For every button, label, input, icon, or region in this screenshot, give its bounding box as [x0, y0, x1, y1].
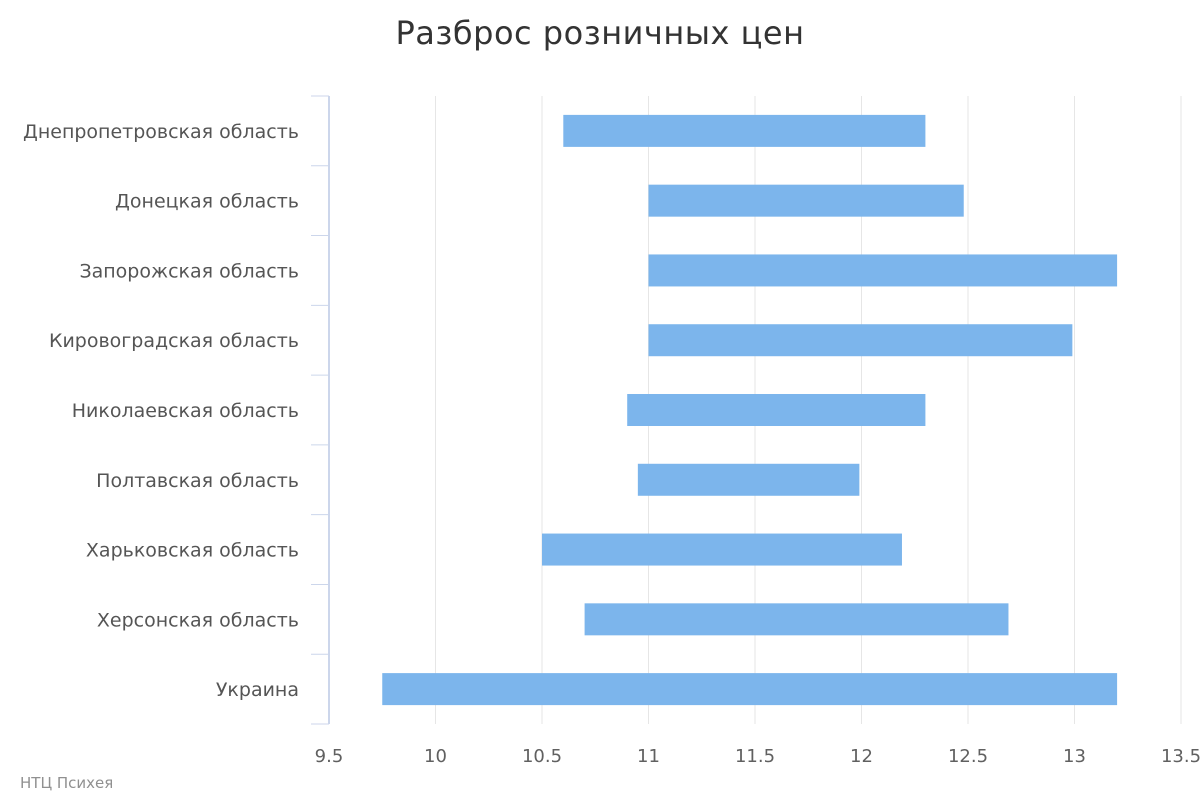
- range-bar[interactable]: [637, 463, 860, 496]
- range-bar[interactable]: [627, 394, 926, 426]
- range-bar[interactable]: [648, 324, 1073, 357]
- x-tick-label: 12.5: [948, 746, 988, 767]
- range-bar[interactable]: [648, 184, 964, 217]
- category-labels: Днепропетровская область Донецкая область…: [23, 121, 299, 701]
- bars: [382, 114, 1118, 706]
- range-bar[interactable]: [563, 114, 926, 147]
- category-axis: [311, 95, 330, 725]
- x-tick-label: 11: [637, 746, 660, 767]
- category-label: Запорожская область: [79, 260, 299, 282]
- x-tick-label: 13: [1063, 746, 1086, 767]
- category-label: Полтавская область: [96, 470, 299, 492]
- range-bar[interactable]: [584, 603, 1009, 636]
- x-tick-label: 10: [424, 746, 447, 767]
- category-label: Харьковская область: [86, 540, 299, 562]
- range-bar[interactable]: [648, 254, 1118, 287]
- chart-title: Разброс розничных цен: [395, 14, 805, 52]
- category-label: Николаевская область: [72, 400, 299, 422]
- category-label: Днепропетровская область: [23, 121, 299, 143]
- x-tick-label: 12: [850, 746, 873, 767]
- credits[interactable]: НТЦ Психея: [20, 774, 114, 792]
- value-axis-labels: 9.5 10 10.5 11 11.5 12 12.5 13 13.5: [315, 746, 1200, 767]
- x-tick-label: 13.5: [1161, 746, 1200, 767]
- x-tick-label: 11.5: [735, 746, 775, 767]
- x-tick-label: 10.5: [522, 746, 562, 767]
- category-label: Донецкая область: [115, 191, 299, 213]
- category-label: Кировоградская область: [49, 330, 299, 352]
- range-bar[interactable]: [542, 533, 902, 566]
- x-tick-label: 9.5: [315, 746, 344, 767]
- category-label: Украина: [216, 679, 299, 701]
- category-label: Херсонская область: [97, 609, 299, 631]
- range-bar[interactable]: [382, 673, 1118, 706]
